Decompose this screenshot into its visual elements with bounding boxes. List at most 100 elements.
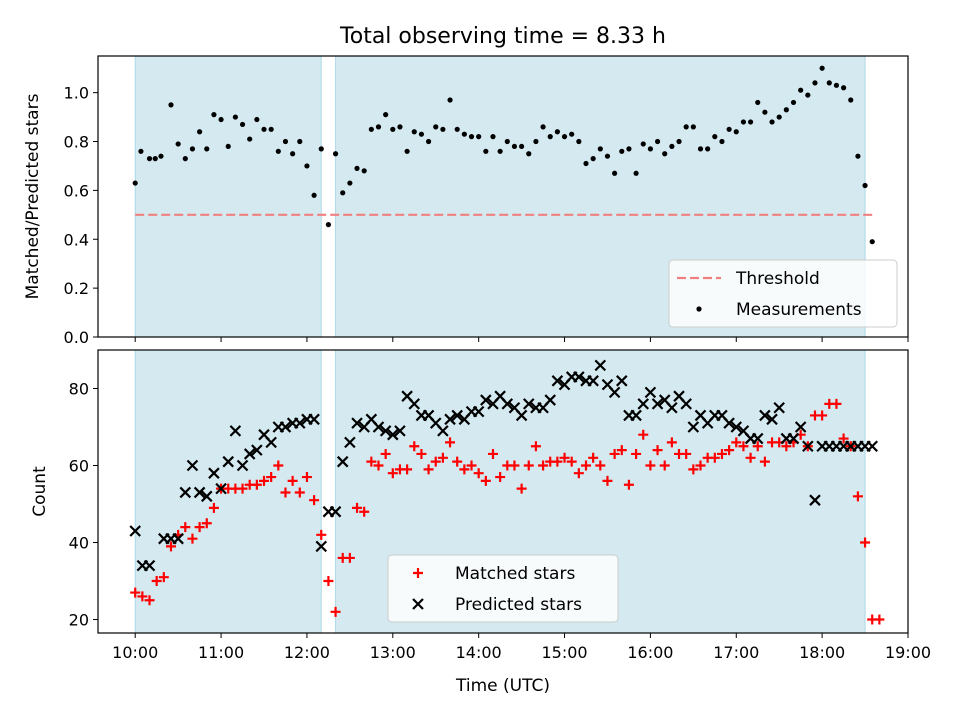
- matched-star-point: [402, 464, 413, 475]
- predicted-star-point: [630, 409, 642, 422]
- figure-title: Total observing time = 8.33 h: [339, 24, 666, 49]
- measurement-point: [862, 182, 868, 189]
- matched-star-point: [466, 460, 477, 471]
- measurement-point: [204, 146, 210, 152]
- measurement-point: [654, 138, 661, 145]
- x-tick-label: 17:00: [713, 643, 759, 662]
- measurement-point: [189, 146, 196, 152]
- predicted-star-point: [866, 440, 879, 453]
- predicted-star-point: [372, 421, 385, 433]
- measurement-point: [197, 129, 203, 135]
- measurement-point: [218, 116, 224, 123]
- predicted-star-point: [129, 525, 141, 537]
- matched-star-point: [573, 468, 584, 479]
- matched-star-point: [645, 460, 656, 471]
- predicted-star-point: [751, 432, 764, 445]
- matched-star-point: [344, 552, 355, 563]
- matched-star-point: [838, 433, 849, 444]
- measurement-point: [640, 141, 646, 147]
- matched-star-point: [430, 456, 441, 467]
- measurement-point: [361, 168, 367, 174]
- predicted-star-point: [172, 532, 184, 545]
- predicted-star-point: [759, 409, 771, 422]
- measurement-point: [397, 124, 403, 130]
- legend-key-measurements: [696, 306, 702, 312]
- measurement-point: [404, 148, 410, 154]
- predicted-star-point: [379, 425, 392, 437]
- matched-star-point: [130, 587, 141, 598]
- measurement-point: [175, 141, 181, 147]
- matched-star-point: [208, 502, 219, 513]
- matched-star-point: [187, 533, 198, 544]
- measurement-point: [225, 143, 231, 150]
- matched-star-point: [280, 487, 291, 498]
- y-tick-label: 60: [69, 457, 89, 476]
- measurement-point: [747, 119, 754, 125]
- measurement-point: [612, 170, 618, 176]
- y-tick-label: 40: [69, 534, 89, 553]
- predicted-star-point: [193, 486, 206, 499]
- measurement-point: [476, 134, 482, 140]
- predicted-star-point: [587, 375, 599, 387]
- x-tick-label: 14:00: [456, 643, 502, 662]
- matched-star-point: [731, 437, 742, 448]
- x-tick-label: 10:00: [112, 643, 158, 662]
- predicted-star-point: [766, 413, 778, 426]
- ratio-plot-frame: [97, 55, 909, 338]
- matched-star-point: [273, 460, 284, 471]
- matched-star-point: [373, 460, 384, 471]
- matched-star-point: [745, 452, 756, 463]
- matched-star-point: [323, 576, 334, 587]
- y-tick-label: 20: [69, 611, 89, 630]
- matched-star-point: [666, 437, 677, 448]
- matched-star-point: [523, 460, 534, 471]
- measurement-point: [662, 151, 668, 157]
- x-tick-label: 19:00: [885, 643, 931, 662]
- measurement-point: [411, 129, 417, 135]
- measurement-point: [483, 148, 489, 154]
- predicted-star-point: [594, 359, 607, 372]
- predicted-star-point: [787, 432, 800, 445]
- measurement-point: [769, 119, 775, 125]
- measurement-point: [683, 124, 689, 130]
- measurement-point: [740, 119, 747, 125]
- measurement-point: [347, 180, 353, 186]
- measurement-point: [676, 138, 682, 145]
- measurement-point: [712, 134, 718, 140]
- predicted-star-point: [723, 417, 735, 429]
- measurement-point: [604, 153, 611, 159]
- measurement-point: [368, 126, 374, 132]
- measurement-point: [425, 138, 432, 145]
- x-tick-label: 15:00: [541, 643, 587, 662]
- measurement-point: [268, 126, 274, 132]
- matched-star-point: [716, 448, 727, 459]
- predicted-star-point: [236, 459, 249, 472]
- measurement-point: [583, 160, 589, 167]
- predicted-star-point: [315, 540, 328, 553]
- measurement-point: [375, 124, 382, 130]
- measurement-point: [705, 146, 711, 152]
- matched-star-point: [759, 456, 770, 467]
- matched-star-point: [695, 460, 706, 471]
- legend-label: Matched stars: [455, 564, 575, 584]
- matched-star-point: [409, 441, 420, 452]
- y-tick-label: 80: [69, 380, 89, 399]
- measurement-point: [254, 116, 260, 123]
- measurement-point: [461, 131, 467, 137]
- observing-windows: [134, 55, 866, 338]
- matched-star-point: [552, 456, 563, 467]
- measurement-point: [540, 124, 546, 130]
- measurement-point: [819, 65, 825, 71]
- matched-star-point: [309, 495, 320, 506]
- measurement-point: [697, 146, 704, 152]
- matched-star-point: [516, 483, 527, 494]
- matched-star-point: [581, 460, 592, 471]
- ratio-y-axis-label: Matched/Predicted stars: [23, 93, 43, 299]
- measurement-point: [841, 85, 847, 91]
- predicted-star-point: [522, 398, 535, 410]
- measurement-point: [669, 143, 675, 150]
- matched-star-point: [566, 456, 577, 467]
- measurement-point: [833, 82, 840, 88]
- matched-star-point: [860, 537, 871, 548]
- measurement-point: [755, 99, 761, 106]
